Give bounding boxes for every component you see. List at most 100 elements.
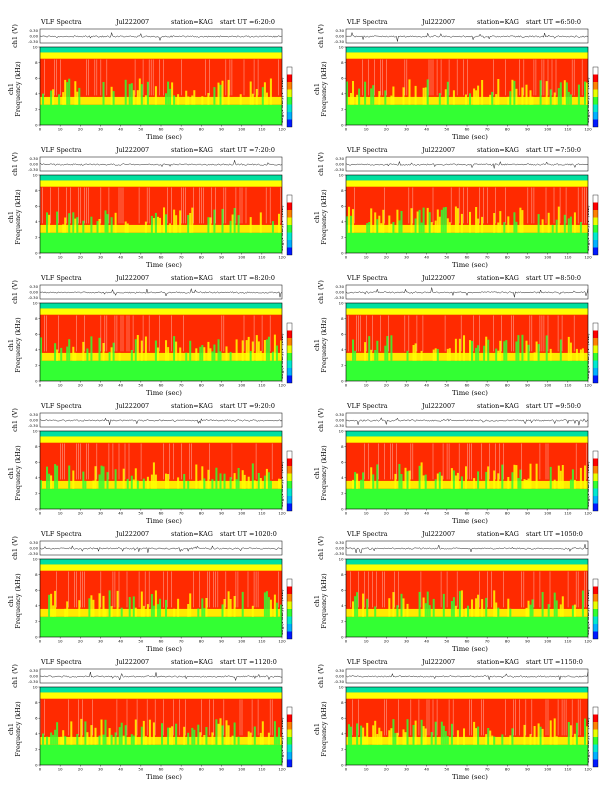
spectrogram-streak: [406, 350, 409, 361]
spectrogram-speckle: [271, 699, 273, 736]
spectrogram-speckle: [62, 443, 63, 480]
panel-title: VLF Spectra: [41, 146, 82, 154]
spectrogram-speckle: [122, 315, 124, 352]
spectrogram-streak: [346, 81, 349, 105]
spectrogram-streak: [54, 343, 57, 361]
spectrogram-streak: [171, 726, 174, 745]
spectrogram-streak: [104, 210, 107, 233]
spectrogram-streak: [263, 592, 266, 617]
spectrogram-streak: [460, 476, 463, 489]
spectrogram-streak: [195, 464, 198, 489]
spectrogram-streak: [422, 726, 425, 745]
timeseries-tick-label: 0.30: [30, 540, 39, 545]
spectrogram-streak: [497, 350, 500, 361]
spectrogram-streak: [169, 727, 172, 745]
spectrogram-speckle: [213, 571, 214, 608]
spectrogram-streak: [98, 337, 101, 361]
y-tick-label: 10: [33, 556, 38, 561]
spectrogram-streak: [211, 732, 214, 745]
plot-area: 0.300.00-0.300 10 20 30 40 50 60 70 80 90 100 110 12…: [334, 540, 599, 644]
colorbar-segment: [593, 89, 598, 97]
spectrogram-streak: [448, 222, 451, 233]
x-tick-label: 20: [78, 255, 83, 260]
spectrogram-speckle: [229, 59, 231, 96]
y-tick-label: 6: [341, 76, 344, 81]
spectrogram-streak: [473, 721, 476, 745]
spectrogram-streak: [491, 735, 494, 745]
colorbar-frame: [592, 578, 599, 640]
spectrogram-streak: [547, 604, 550, 617]
spectrogram-speckle: [100, 59, 102, 96]
spectrogram-streak: [354, 596, 357, 617]
spectrogram-speckle: [78, 187, 79, 224]
y-tick-label: 10: [339, 300, 344, 305]
timeseries-tick-label: 0.00: [336, 289, 345, 294]
spectrogram-streak: [62, 730, 65, 745]
spectrogram-speckle: [215, 187, 216, 224]
y-tick-label: 2: [341, 363, 344, 368]
spectrogram-streak: [573, 604, 576, 617]
spectrogram-streak: [444, 89, 447, 105]
spectrogram-speckle: [189, 443, 190, 480]
spectrogram-streak: [477, 594, 480, 617]
colorbar-segment: [287, 232, 292, 240]
spectrogram-speckle: [86, 187, 87, 224]
spectrogram-speckle: [577, 187, 579, 224]
spectrogram-streak: [56, 465, 59, 489]
x-tick-label: 80: [505, 383, 510, 388]
spectrogram-speckle: [495, 443, 496, 480]
x-tick-label: 110: [258, 383, 266, 388]
x-tick-label: 100: [544, 383, 552, 388]
colorbar-segment: [287, 345, 292, 353]
spectrogram-speckle: [257, 571, 259, 608]
spectrogram-streak: [481, 599, 484, 617]
spectrogram-streak: [278, 727, 281, 745]
x-axis-label: Time (sec): [452, 389, 488, 397]
spectrogram-streak: [90, 725, 93, 745]
spectrogram-speckle: [539, 443, 541, 480]
spectrogram-streak: [471, 340, 474, 361]
spectrogram-speckle: [396, 443, 397, 480]
spectrogram-streak: [575, 348, 578, 361]
spectrogram-speckle: [54, 59, 55, 96]
spectrogram-upper-band: [346, 564, 588, 571]
spectrogram-streak: [255, 335, 258, 361]
spectrogram-speckle: [501, 315, 502, 352]
x-tick-label: 90: [525, 767, 530, 772]
colorbar-segment: [287, 594, 292, 602]
spectrogram-streak: [553, 718, 556, 745]
x-tick-label: 10: [364, 767, 369, 772]
timeseries-tick-label: 0.30: [30, 284, 39, 289]
spectrogram-streak: [586, 726, 589, 745]
x-tick-label: 120: [584, 639, 592, 644]
colorbar-segment: [593, 744, 598, 752]
spectrogram-speckle: [376, 571, 377, 608]
spectrogram-speckle: [124, 443, 126, 480]
spectrogram-speckle: [152, 59, 154, 96]
colorbar-segment: [593, 104, 598, 112]
spectrogram-streak: [517, 478, 520, 489]
x-tick-label: 100: [238, 639, 246, 644]
x-tick-label: 100: [238, 255, 246, 260]
spectrogram-streak: [493, 213, 496, 233]
spectrogram-streak: [545, 81, 548, 105]
spectrogram-speckle: [203, 187, 204, 224]
spectrogram-streak: [406, 719, 409, 745]
timeseries-trace: [39, 31, 283, 42]
spectrogram-streak: [507, 216, 510, 233]
colorbar-segment: [287, 759, 292, 767]
x-tick-label: 40: [424, 255, 429, 260]
vlf-panel: VLF Spectra Jul222007 station=KAG start …: [6, 657, 296, 783]
panel-station: station=KAG: [171, 402, 213, 410]
x-tick-label: 0: [39, 127, 42, 132]
spectrogram-streak: [130, 350, 133, 361]
panel-station: station=KAG: [477, 530, 519, 538]
y-tick-label: 8: [35, 700, 38, 705]
spectrogram-streak: [189, 593, 192, 617]
spectrogram-streak: [527, 478, 530, 489]
x-axis-label: Time (sec): [146, 261, 182, 269]
timeseries-tick-label: 0.00: [336, 545, 345, 550]
spectrogram-streak: [66, 346, 69, 361]
spectrogram-speckle: [271, 443, 273, 480]
spectrogram-streak: [400, 474, 403, 489]
